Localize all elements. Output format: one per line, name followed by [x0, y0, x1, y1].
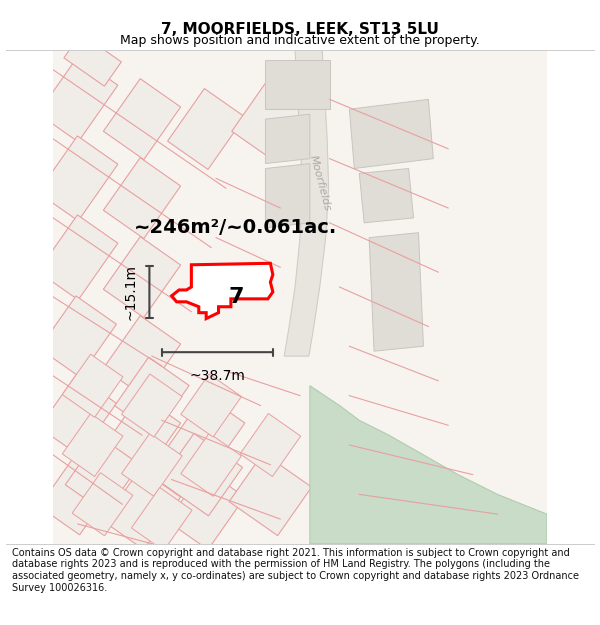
Polygon shape — [181, 374, 241, 437]
Polygon shape — [122, 374, 182, 437]
Polygon shape — [39, 296, 116, 377]
Polygon shape — [65, 436, 140, 513]
Polygon shape — [349, 99, 433, 169]
Polygon shape — [265, 60, 329, 109]
Polygon shape — [103, 79, 181, 159]
Polygon shape — [265, 164, 310, 228]
Polygon shape — [38, 215, 118, 300]
Polygon shape — [131, 488, 192, 551]
Text: ~246m²/~0.061ac.: ~246m²/~0.061ac. — [134, 218, 337, 238]
Text: Moorfields: Moorfields — [307, 154, 332, 212]
Polygon shape — [232, 79, 309, 159]
Polygon shape — [172, 263, 273, 319]
Polygon shape — [62, 354, 123, 418]
Polygon shape — [103, 316, 181, 397]
Polygon shape — [310, 386, 547, 544]
Polygon shape — [229, 453, 311, 536]
Polygon shape — [265, 114, 310, 164]
Polygon shape — [62, 414, 123, 476]
Polygon shape — [64, 34, 121, 86]
Polygon shape — [122, 433, 182, 496]
Polygon shape — [39, 375, 116, 456]
Polygon shape — [103, 469, 181, 549]
Text: 7: 7 — [228, 287, 244, 307]
Polygon shape — [167, 469, 245, 549]
Polygon shape — [240, 414, 301, 476]
Polygon shape — [284, 50, 329, 356]
Text: Map shows position and indicative extent of the property.: Map shows position and indicative extent… — [120, 34, 480, 48]
Polygon shape — [103, 158, 181, 239]
Polygon shape — [181, 433, 241, 496]
Text: ~15.1m: ~15.1m — [123, 264, 137, 320]
Polygon shape — [38, 136, 118, 221]
Text: 7, MOORFIELDS, LEEK, ST13 5LU: 7, MOORFIELDS, LEEK, ST13 5LU — [161, 22, 439, 37]
Polygon shape — [38, 57, 118, 142]
Text: ~38.7m: ~38.7m — [190, 369, 245, 384]
Polygon shape — [167, 89, 245, 169]
Polygon shape — [103, 394, 181, 476]
Polygon shape — [103, 237, 181, 318]
Polygon shape — [359, 169, 413, 222]
Polygon shape — [72, 472, 133, 536]
Polygon shape — [167, 394, 245, 476]
Polygon shape — [369, 232, 424, 351]
Polygon shape — [115, 357, 189, 434]
Polygon shape — [160, 433, 242, 516]
Text: Contains OS data © Crown copyright and database right 2021. This information is : Contains OS data © Crown copyright and d… — [12, 548, 579, 592]
Polygon shape — [39, 454, 116, 535]
